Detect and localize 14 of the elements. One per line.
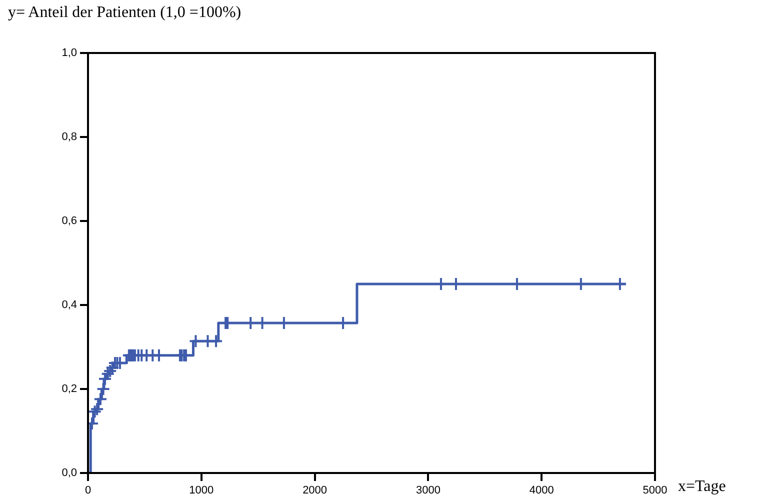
- y-tick-label: 0,6: [62, 215, 77, 228]
- x-tick-label: 2000: [302, 484, 328, 497]
- y-tick-label: 1,0: [62, 47, 77, 60]
- y-tick-label: 0,2: [62, 383, 77, 396]
- x-tick-label: 1000: [189, 484, 214, 497]
- x-tick-label: 4000: [529, 484, 554, 497]
- x-tick-label: 3000: [416, 484, 440, 497]
- x-axis-title: x=Tage: [678, 478, 726, 496]
- y-tick-label: 0,0: [62, 467, 77, 480]
- x-tick-label: 0: [84, 484, 92, 497]
- y-tick-label: 0,4: [62, 299, 77, 312]
- y-tick-label: 0,8: [62, 131, 77, 144]
- y-axis-title: y= Anteil der Patienten (1,0 =100%): [8, 4, 242, 22]
- x-tick-label: 5000: [642, 484, 668, 497]
